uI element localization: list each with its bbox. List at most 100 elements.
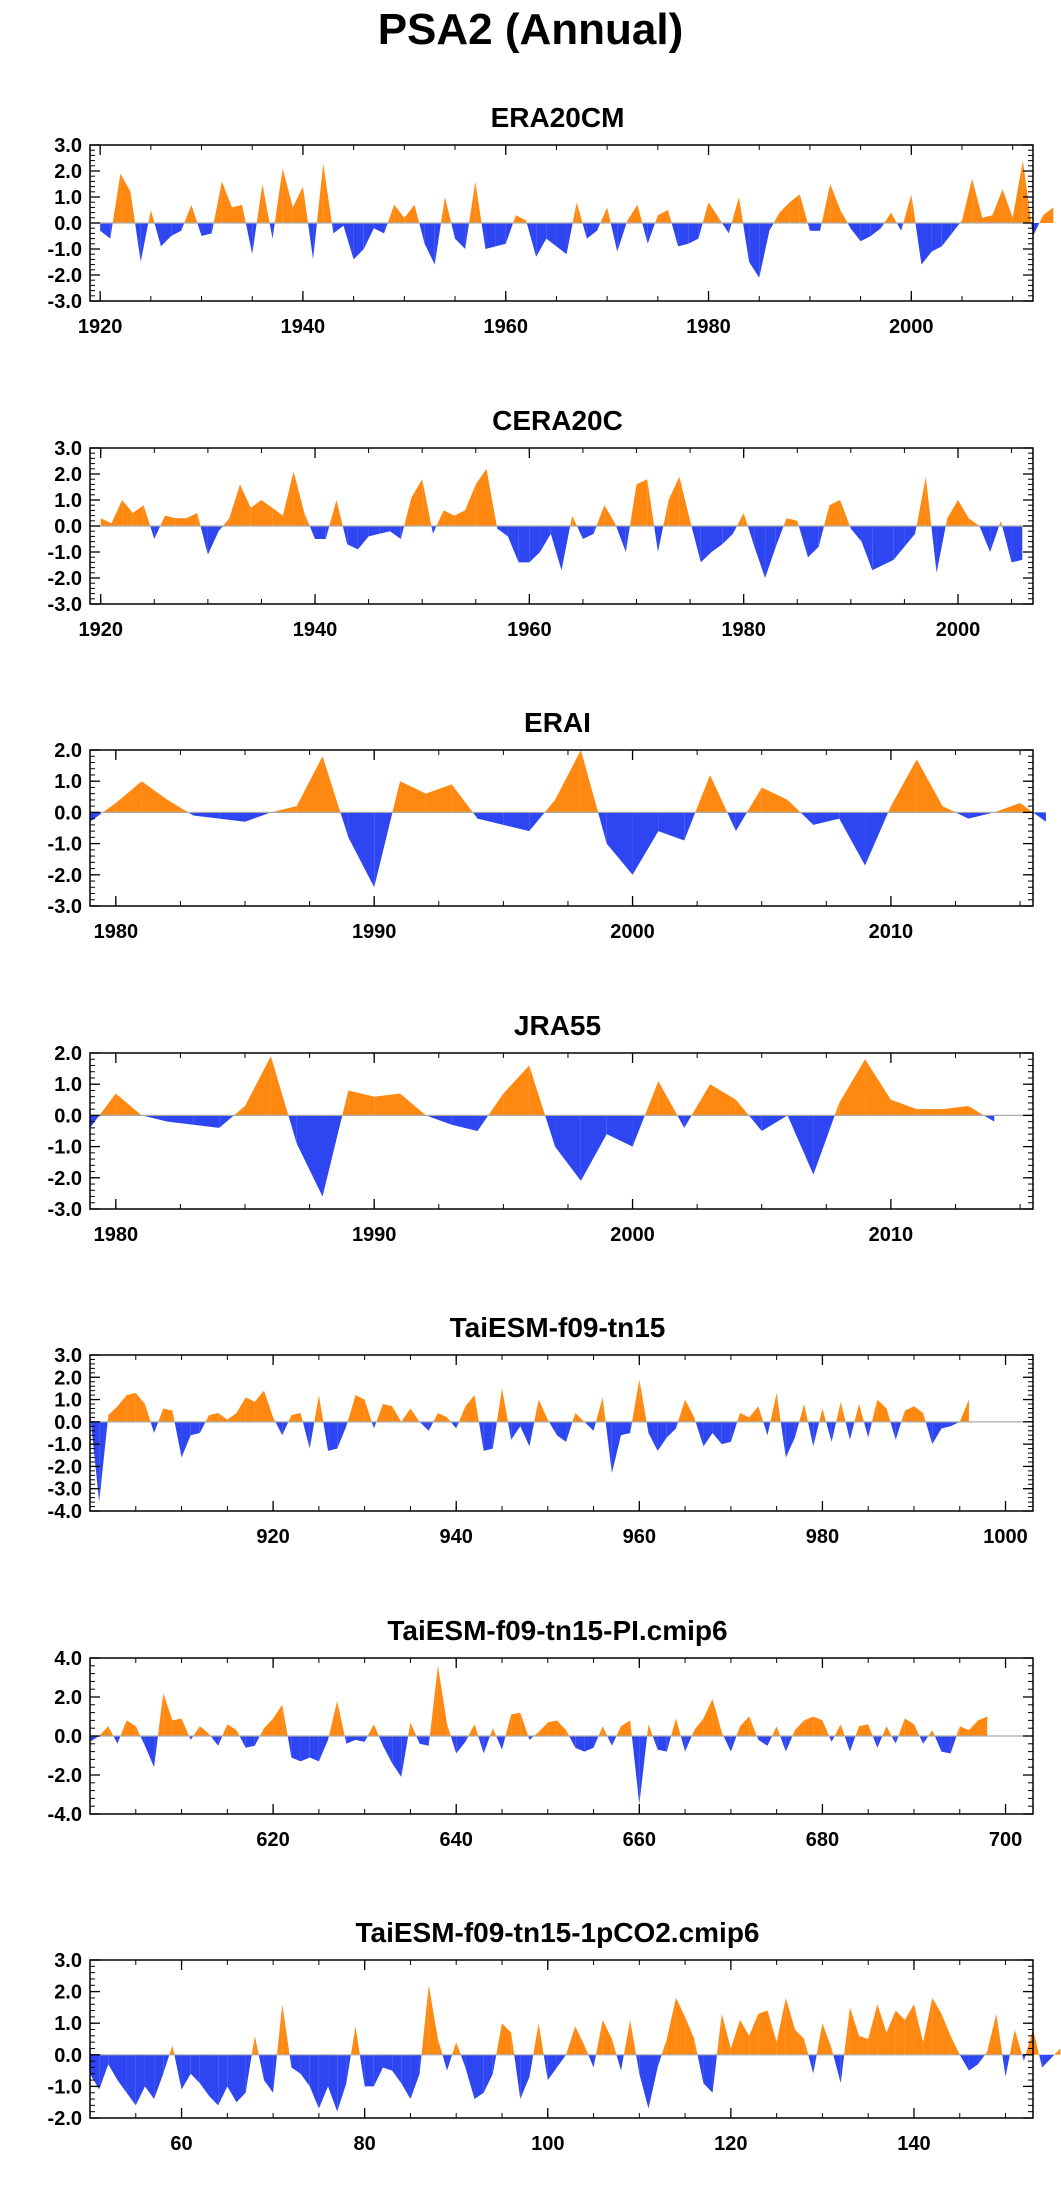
positive-area	[245, 1397, 255, 1422]
negative-area	[550, 526, 562, 571]
positive-area	[513, 215, 516, 223]
negative-area	[860, 223, 871, 242]
positive-area	[126, 1392, 136, 1422]
negative-area	[807, 223, 810, 231]
negative-area	[252, 223, 257, 255]
y-tick-label: 3.0	[54, 1345, 82, 1367]
positive-area	[505, 1714, 512, 1736]
positive-area	[163, 1408, 173, 1422]
panel-title: JRA55	[514, 1010, 601, 1041]
positive-area	[347, 1395, 356, 1422]
positive-area	[868, 2004, 878, 2055]
positive-area	[849, 2007, 860, 2055]
negative-area	[955, 812, 969, 819]
negative-area	[798, 526, 808, 558]
positive-area	[761, 787, 788, 813]
positive-area	[282, 1704, 288, 1736]
negative-area	[529, 2054, 534, 2077]
y-tick-label: -1.0	[48, 1137, 82, 1159]
negative-area	[588, 2054, 594, 2068]
x-tick-label: 660	[623, 1829, 656, 1851]
negative-area	[428, 1421, 434, 1431]
positive-area	[400, 1093, 426, 1116]
positive-area	[736, 513, 744, 526]
positive-area	[300, 1412, 303, 1422]
positive-area	[486, 468, 497, 526]
positive-area	[122, 500, 133, 526]
positive-area	[602, 1726, 608, 1736]
positive-area	[822, 2023, 832, 2055]
positive-area	[222, 518, 230, 526]
positive-area	[602, 1397, 606, 1422]
negative-area	[450, 1421, 457, 1429]
positive-area	[839, 1059, 866, 1116]
negative-area	[1042, 2054, 1052, 2068]
negative-area	[309, 1736, 319, 1762]
negative-area	[813, 812, 840, 825]
positive-area	[799, 194, 808, 223]
positive-area	[221, 181, 232, 223]
negative-area	[630, 1421, 633, 1433]
negative-area	[236, 2054, 246, 2103]
panel-title: CERA20C	[492, 405, 623, 436]
positive-area	[655, 215, 658, 223]
positive-area	[822, 1720, 830, 1736]
positive-area	[629, 484, 637, 526]
negative-area	[642, 223, 648, 244]
positive-area	[871, 1399, 878, 1422]
positive-area	[387, 204, 395, 223]
negative-area	[209, 2054, 219, 2106]
positive-area	[566, 2026, 576, 2055]
positive-area	[691, 1730, 695, 1736]
positive-area	[172, 1718, 182, 1736]
negative-area	[451, 223, 456, 239]
x-tick-label: 1980	[686, 316, 731, 338]
y-tick-label: 2.0	[54, 1982, 82, 2004]
negative-area	[272, 223, 275, 239]
x-tick-label: 2000	[889, 316, 934, 338]
positive-area	[433, 1412, 438, 1422]
positive-area	[694, 1417, 696, 1422]
negative-area	[566, 223, 573, 255]
negative-area	[300, 2054, 310, 2087]
positive-area	[205, 1415, 210, 1422]
negative-area	[348, 812, 375, 888]
negative-area	[384, 223, 388, 234]
positive-area	[738, 197, 743, 223]
y-tick-label: -2.0	[48, 1168, 82, 1190]
positive-area	[648, 1724, 653, 1736]
negative-area	[800, 812, 814, 825]
negative-area	[465, 223, 470, 249]
negative-area	[302, 1421, 310, 1449]
x-tick-label: 680	[806, 1829, 839, 1851]
negative-area	[735, 812, 747, 832]
negative-area	[328, 1736, 329, 1740]
negative-area	[657, 1736, 667, 1752]
positive-area	[787, 799, 801, 813]
y-tick-label: -2.0	[48, 865, 82, 887]
positive-area	[270, 806, 297, 813]
negative-area	[346, 1421, 348, 1427]
positive-area	[555, 750, 581, 813]
positive-area	[222, 1724, 228, 1736]
positive-area	[270, 1056, 289, 1116]
y-tick-label: -1.0	[48, 1434, 82, 1456]
positive-area	[721, 1732, 724, 1736]
positive-area	[580, 750, 599, 813]
positive-area	[736, 1726, 741, 1736]
negative-area	[90, 812, 103, 822]
negative-area	[188, 812, 194, 816]
y-tick-label: 0.0	[54, 802, 82, 824]
x-tick-label: 60	[170, 2133, 192, 2155]
negative-area	[1051, 2054, 1055, 2058]
negative-area	[698, 223, 703, 239]
positive-area	[115, 781, 142, 813]
positive-area	[890, 1099, 917, 1116]
positive-area	[436, 510, 444, 526]
positive-area	[607, 207, 611, 223]
y-tick-label: -1.0	[48, 834, 82, 856]
negative-area	[605, 1421, 612, 1474]
negative-area	[721, 1421, 731, 1445]
positive-area	[596, 505, 605, 526]
negative-area	[611, 1421, 622, 1474]
